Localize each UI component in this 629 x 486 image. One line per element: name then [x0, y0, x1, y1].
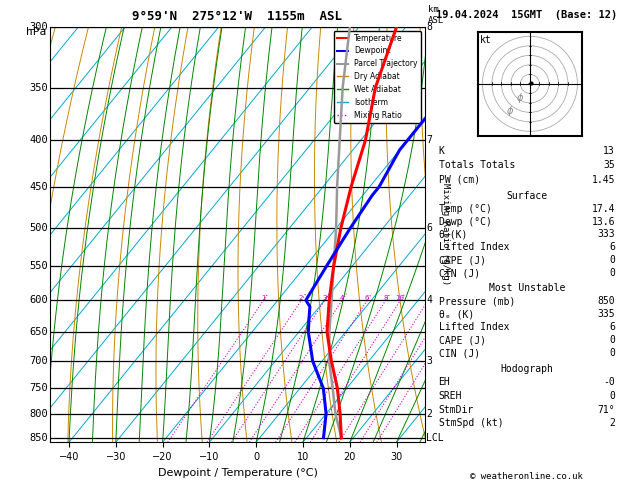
Text: © weatheronline.co.uk: © weatheronline.co.uk [470, 472, 583, 481]
Text: θₑ (K): θₑ (K) [438, 309, 474, 319]
Text: 500: 500 [30, 223, 48, 233]
Text: 71°: 71° [598, 405, 615, 415]
Text: LCL: LCL [426, 433, 444, 443]
Text: Totals Totals: Totals Totals [438, 160, 515, 170]
Text: Surface: Surface [506, 191, 547, 201]
Text: 6: 6 [609, 322, 615, 332]
Text: 2: 2 [299, 295, 303, 301]
Text: 6: 6 [365, 295, 369, 301]
Text: 650: 650 [30, 327, 48, 337]
Text: 2: 2 [426, 409, 432, 419]
Text: 750: 750 [30, 383, 48, 393]
Text: 4: 4 [426, 295, 432, 305]
Text: Pressure (mb): Pressure (mb) [438, 296, 515, 306]
Text: CAPE (J): CAPE (J) [438, 335, 486, 345]
Text: 0: 0 [609, 268, 615, 278]
Text: 6: 6 [426, 223, 432, 233]
Text: 17.4: 17.4 [591, 204, 615, 214]
Text: Lifted Index: Lifted Index [438, 243, 509, 252]
Text: 13: 13 [603, 146, 615, 156]
Text: 550: 550 [30, 261, 48, 271]
Text: 333: 333 [598, 229, 615, 240]
Text: CIN (J): CIN (J) [438, 348, 480, 358]
Text: 600: 600 [30, 295, 48, 305]
Text: 0: 0 [609, 255, 615, 265]
Text: 7: 7 [426, 135, 432, 145]
Text: hPa: hPa [26, 27, 47, 37]
Text: 700: 700 [30, 356, 48, 366]
Text: 19.04.2024  15GMT  (Base: 12): 19.04.2024 15GMT (Base: 12) [436, 10, 618, 19]
Text: 3: 3 [426, 356, 432, 366]
Text: 0: 0 [609, 391, 615, 401]
Text: 4: 4 [340, 295, 344, 301]
Text: Hodograph: Hodograph [500, 364, 554, 374]
Text: kt: kt [480, 35, 491, 45]
Text: Dewp (°C): Dewp (°C) [438, 217, 491, 226]
Text: 10: 10 [396, 295, 404, 301]
Text: 350: 350 [30, 83, 48, 92]
Text: K: K [438, 146, 445, 156]
Text: CIN (J): CIN (J) [438, 268, 480, 278]
X-axis label: Dewpoint / Temperature (°C): Dewpoint / Temperature (°C) [157, 468, 318, 478]
Text: StmDir: StmDir [438, 405, 474, 415]
Text: 2: 2 [609, 418, 615, 428]
Text: 8: 8 [426, 22, 432, 32]
Text: 800: 800 [30, 409, 48, 419]
Text: StmSpd (kt): StmSpd (kt) [438, 418, 503, 428]
Text: 3: 3 [322, 295, 326, 301]
Text: θₑ(K): θₑ(K) [438, 229, 468, 240]
Text: Most Unstable: Most Unstable [489, 283, 565, 294]
Text: -0: -0 [603, 378, 615, 387]
Text: 335: 335 [598, 309, 615, 319]
Text: PW (cm): PW (cm) [438, 175, 480, 185]
Text: 450: 450 [30, 182, 48, 191]
Text: km
ASL: km ASL [428, 5, 445, 25]
Text: 13.6: 13.6 [591, 217, 615, 226]
Text: Temp (°C): Temp (°C) [438, 204, 491, 214]
Text: Lifted Index: Lifted Index [438, 322, 509, 332]
Text: 0: 0 [609, 348, 615, 358]
Text: 0: 0 [609, 335, 615, 345]
Text: 9°59'N  275°12'W  1155m  ASL: 9°59'N 275°12'W 1155m ASL [133, 10, 342, 22]
Text: 850: 850 [598, 296, 615, 306]
Text: Mixing Ratio (g/kg): Mixing Ratio (g/kg) [441, 183, 450, 286]
Text: $\phi$: $\phi$ [516, 91, 524, 105]
Text: 6: 6 [609, 243, 615, 252]
Text: CAPE (J): CAPE (J) [438, 255, 486, 265]
Text: 300: 300 [30, 22, 48, 32]
Text: 8: 8 [383, 295, 387, 301]
Text: EH: EH [438, 378, 450, 387]
Text: 850: 850 [30, 433, 48, 443]
Text: SREH: SREH [438, 391, 462, 401]
Text: 1.45: 1.45 [591, 175, 615, 185]
Text: 1: 1 [261, 295, 265, 301]
Text: $\phi$: $\phi$ [506, 104, 515, 118]
Text: 35: 35 [603, 160, 615, 170]
Legend: Temperature, Dewpoint, Parcel Trajectory, Dry Adiabat, Wet Adiabat, Isotherm, Mi: Temperature, Dewpoint, Parcel Trajectory… [333, 31, 421, 122]
Text: 400: 400 [30, 135, 48, 145]
